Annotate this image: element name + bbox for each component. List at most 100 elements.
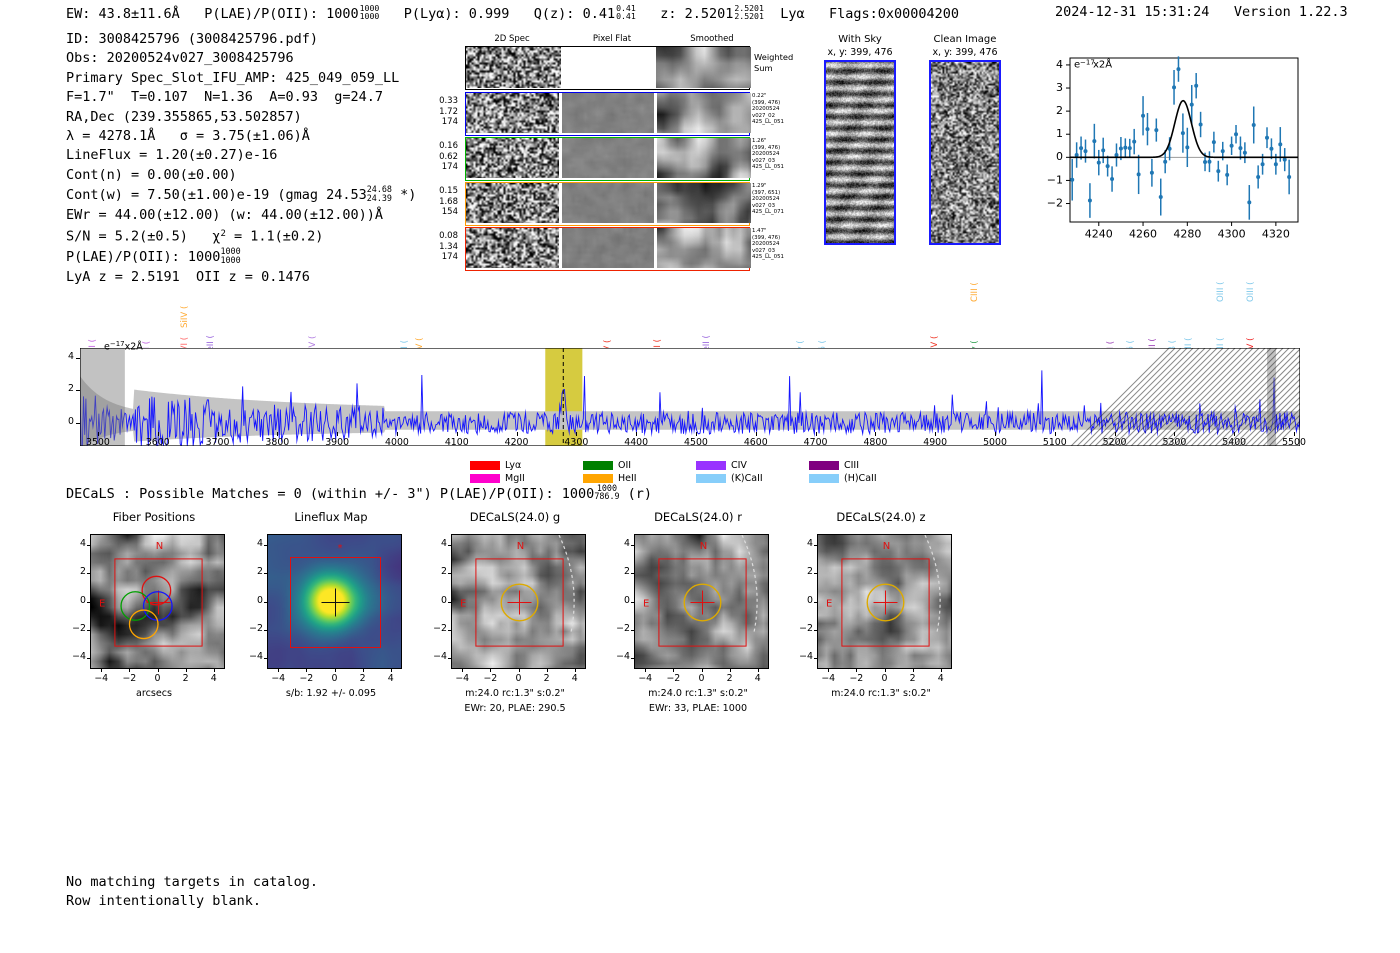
cutout-xtick-mark — [574, 669, 576, 672]
cutout-xtick-mark — [362, 669, 364, 672]
cutout-xtick-mark — [940, 669, 942, 672]
lineflux-red-box — [290, 557, 381, 648]
xtick-label: 5300 — [1162, 437, 1187, 448]
compass-north-label: N — [700, 541, 707, 552]
fiber-circle — [142, 591, 173, 621]
spec2d-row-metric: 0.15 — [439, 186, 458, 196]
xtick-mark — [97, 432, 99, 436]
info-cont-w-post: *) — [400, 187, 417, 204]
cutout-xtick-mark — [546, 669, 548, 672]
clean-image — [929, 60, 1001, 245]
full-spectrum-canvas — [80, 348, 1300, 446]
header-plae-label: P(LAE)/P(OII): 1000 — [204, 5, 359, 22]
info-ewr: EWr = 44.00(±12.00) (w: 44.00(±12.00))Å — [66, 206, 383, 223]
cutout-xtick-mark — [490, 669, 492, 672]
panel-separator — [654, 93, 657, 133]
legend-swatch — [696, 474, 726, 483]
xtick-mark — [456, 432, 458, 436]
xtick-label: 5400 — [1222, 437, 1247, 448]
legend-label: CIV — [731, 460, 747, 471]
emission-line-label: OIII ( — [1246, 281, 1256, 302]
info-chi2-value: = 1.1(±0.2) — [225, 228, 324, 245]
xtick-label: 4100 — [444, 437, 469, 448]
spec2d-row-provenance-line: 0.22" — [752, 93, 767, 99]
cutout-ytick-mark — [631, 573, 634, 575]
info-plae-text: P(LAE)/P(OII): 1000 — [66, 249, 221, 266]
cutout-caption: m:24.0 rc:1.3" s:0.2" — [465, 688, 565, 699]
with-sky-image — [824, 60, 896, 245]
field-red-box — [841, 558, 930, 647]
cutout-ytick-mark — [87, 629, 90, 631]
cutout-ytick: −4 — [799, 650, 813, 662]
spec2d-row-metric: 0.08 — [439, 231, 458, 241]
header-z: z: 2.5201 — [660, 5, 734, 22]
cutout-ytick: 2 — [807, 566, 813, 578]
fiber-circle — [141, 575, 172, 606]
sky-panel-coords: x, y: 399, 476 — [827, 47, 893, 58]
cutout-ytick: −2 — [249, 622, 263, 634]
cutout-xtick-mark — [306, 669, 308, 672]
info-cont-w-range: 24.68 24.39 — [366, 184, 392, 203]
cutout-xtick-mark — [157, 669, 159, 672]
cutout-title: Fiber Positions — [112, 510, 196, 524]
units-exponent: −17 — [109, 340, 125, 348]
cutout-xtick: 0 — [154, 673, 161, 684]
legend-item: CIII — [809, 455, 859, 474]
decals-header: DECaLS : Possible Matches = 0 (within +/… — [66, 484, 652, 503]
spec2d-row-metric: 1.68 — [439, 196, 458, 207]
spec2d-row-provenance-line: 20200524 — [752, 196, 780, 203]
sky-image-canvas — [826, 62, 894, 243]
aperture-circle — [500, 583, 539, 622]
source-info-block: ID: 3008425796 (3008425796.pdf) Obs: 202… — [66, 30, 416, 287]
panel-separator — [654, 183, 657, 223]
xtick-mark — [815, 432, 817, 436]
cutout-xtick-mark — [518, 669, 520, 672]
xtick-label: 5200 — [1102, 437, 1127, 448]
cutout-ytick-mark — [87, 545, 90, 547]
panel-separator — [559, 183, 562, 223]
field-red-box — [658, 558, 747, 647]
legend-swatch — [583, 461, 613, 470]
cutout-ytick-mark — [814, 545, 817, 547]
units-e: e — [104, 341, 110, 353]
weighted-sum-smoothed-image — [656, 47, 751, 88]
spec2d-row-provenance-line: 425_LL_071 — [752, 209, 784, 216]
cutout-xtick: −2 — [122, 673, 137, 684]
fiber-circle — [120, 591, 151, 621]
fiber-circle — [128, 609, 159, 640]
emission-line-label: CIII ( — [970, 282, 980, 302]
cutout-xtick-mark — [856, 669, 858, 672]
pixelflat-image — [561, 183, 656, 223]
spec2d-row-provenance-line: (399, 476) — [752, 144, 781, 151]
info-cont-w-text: Cont(w) = 7.50(±1.00)e-19 (gmag 24.53 — [66, 187, 367, 204]
cutout-xtick-mark — [278, 669, 280, 672]
cutout-xtick-mark — [673, 669, 675, 672]
xtick-label: 3600 — [145, 437, 170, 448]
cutout-xtick: −4 — [638, 673, 653, 684]
header-qz: Q(z): 0.41 — [533, 5, 616, 22]
ytick-mark — [76, 390, 80, 392]
xtick-mark — [337, 432, 339, 436]
aperture-circle — [683, 583, 722, 622]
cutout-xtick-mark — [884, 669, 886, 672]
xtick-mark — [1174, 432, 1176, 436]
legend-item: MgII — [470, 468, 525, 487]
info-redshifts: LyA z = 2.5191 OII z = 0.1476 — [66, 268, 310, 285]
cutout-ytick-mark — [814, 573, 817, 575]
panel-separator — [654, 228, 657, 268]
spec2d-row-metric: 174 — [441, 162, 458, 172]
compass-north-label: N — [517, 541, 524, 552]
cutout-xtick-mark — [645, 669, 647, 672]
spec2d-row-provenance: 0.22" (399, 476) 20200524 v027_02 425_LL_051 — [752, 93, 810, 126]
cutout-title: Lineflux Map — [294, 510, 368, 524]
mask-contour — [741, 535, 758, 633]
cutout-ytick: −4 — [72, 650, 86, 662]
full-spectrum-yaxis: 0 2 4 — [0, 348, 80, 446]
spec2d-row-provenance-line: 425_LL_051 — [752, 119, 784, 126]
cutout-ytick-mark — [264, 601, 267, 603]
xtick-mark — [995, 432, 996, 436]
legend-item: (K)CaII — [696, 468, 763, 487]
compass-east-label: E — [460, 599, 466, 610]
cutout-xtick: 0 — [881, 673, 888, 684]
